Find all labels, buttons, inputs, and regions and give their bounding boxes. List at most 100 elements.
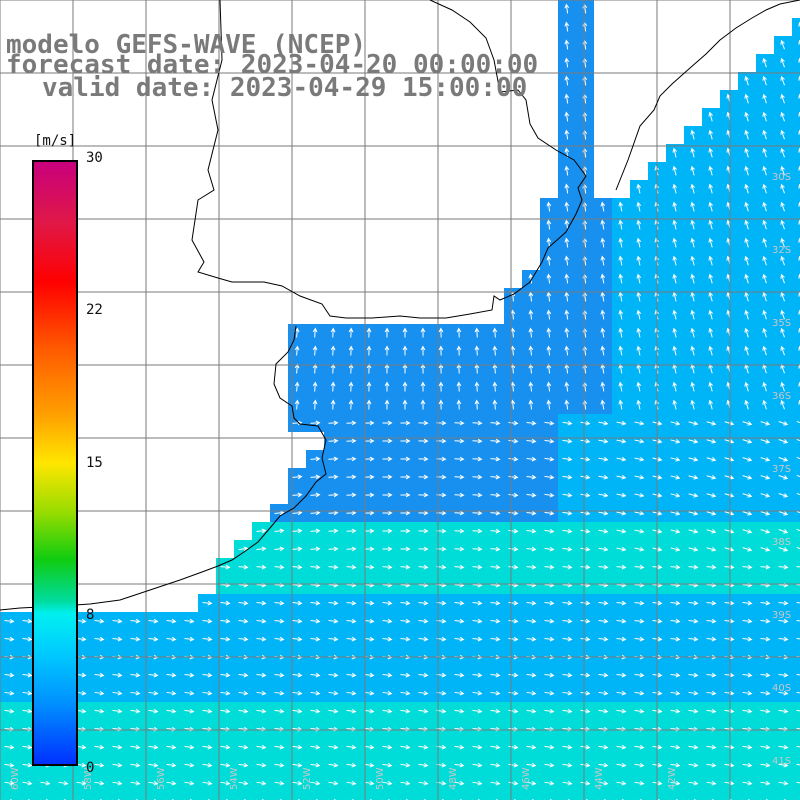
- wind-cell: [252, 792, 270, 800]
- wind-cell: [792, 486, 800, 504]
- wind-arrow: [256, 564, 267, 570]
- wind-arrow: [690, 183, 695, 194]
- wind-arrow: [760, 744, 771, 750]
- wind-arrow: [598, 564, 609, 570]
- wind-arrow: [238, 546, 249, 552]
- wind-arrow: [490, 456, 501, 462]
- wind-arrow: [94, 708, 105, 714]
- wind-arrow: [580, 744, 591, 750]
- wind-arrow: [706, 780, 717, 786]
- wind-arrow: [796, 709, 800, 712]
- wind-arrow: [366, 327, 372, 338]
- wind-arrow: [780, 111, 785, 122]
- wind-arrow: [346, 420, 357, 426]
- wind-cell: [756, 792, 774, 800]
- wind-arrow: [346, 618, 357, 624]
- wind-arrow: [544, 744, 555, 750]
- wind-arrow: [724, 564, 735, 570]
- wind-arrow: [742, 547, 753, 552]
- wind-arrow: [238, 564, 249, 570]
- wind-arrow: [706, 672, 717, 678]
- wind-arrow: [544, 708, 555, 714]
- wind-arrow: [544, 438, 555, 444]
- wind-arrow: [508, 636, 519, 642]
- wind-arrow: [670, 439, 681, 444]
- wind-arrow: [474, 327, 480, 338]
- wind-arrow: [742, 511, 753, 516]
- wind-arrow: [544, 600, 555, 606]
- wind-arrow: [148, 636, 159, 642]
- wind-arrow: [598, 672, 609, 678]
- wind-arrow: [454, 474, 465, 480]
- wind-arrow: [22, 780, 33, 786]
- wind-arrow: [742, 600, 753, 606]
- wind-arrow: [130, 762, 141, 768]
- wind-arrow: [256, 690, 267, 696]
- wind-arrow: [618, 327, 624, 338]
- wind-cell: [792, 180, 800, 198]
- wind-cell: [792, 270, 800, 288]
- wind-arrow: [690, 129, 695, 140]
- wind-cell: [126, 792, 144, 800]
- wind-arrow: [690, 291, 695, 302]
- wind-arrow: [292, 780, 303, 786]
- wind-arrow: [744, 327, 749, 338]
- wind-arrow: [600, 309, 606, 320]
- wind-arrow: [670, 762, 681, 768]
- wind-arrow: [562, 492, 573, 498]
- wind-arrow: [780, 381, 785, 392]
- wind-arrow: [420, 381, 426, 392]
- wind-arrow: [670, 457, 681, 462]
- wind-cell: [792, 18, 800, 36]
- lat-label: 35S: [772, 318, 791, 329]
- wind-arrow: [112, 636, 123, 642]
- wind-arrow: [598, 546, 609, 552]
- wind-arrow: [618, 255, 624, 266]
- wind-arrow: [472, 744, 483, 750]
- wind-arrow: [544, 456, 555, 462]
- wind-arrow: [526, 438, 537, 444]
- wind-arrow: [94, 762, 105, 768]
- wind-arrow: [744, 183, 749, 194]
- wind-arrow: [202, 762, 213, 768]
- wind-arrow: [364, 438, 375, 444]
- wind-arrow: [780, 201, 785, 212]
- wind-arrow: [130, 690, 141, 696]
- wind-arrow: [544, 672, 555, 678]
- wind-arrow: [724, 762, 735, 768]
- wind-arrow: [598, 636, 609, 642]
- wind-arrow: [402, 381, 408, 392]
- wind-arrow: [742, 421, 753, 426]
- wind-arrow: [508, 780, 519, 786]
- wind-arrow: [454, 672, 465, 678]
- wind-cell: [720, 792, 738, 800]
- wind-arrow: [526, 600, 537, 606]
- wind-arrow: [400, 744, 411, 750]
- wind-arrow: [220, 708, 231, 714]
- wind-arrow: [382, 438, 393, 444]
- wind-arrow: [744, 201, 749, 212]
- wind-arrow: [166, 708, 177, 714]
- wind-cell: [792, 378, 800, 396]
- wind-arrow: [454, 564, 465, 570]
- wind-arrow: [778, 439, 789, 444]
- wind-arrow: [364, 546, 375, 552]
- lat-label: 37S: [772, 464, 791, 475]
- wind-arrow: [618, 219, 624, 230]
- wind-arrow: [580, 546, 591, 552]
- wind-arrow: [762, 327, 767, 338]
- wind-arrow: [238, 636, 249, 642]
- wind-cell: [306, 792, 324, 800]
- wind-arrow: [724, 547, 735, 552]
- wind-cell: [792, 72, 800, 90]
- wind-arrow: [238, 762, 249, 768]
- wind-arrow: [778, 744, 789, 750]
- wind-arrow: [328, 708, 339, 714]
- wind-arrow: [366, 399, 372, 410]
- wind-arrow: [4, 618, 15, 624]
- wind-arrow: [618, 291, 624, 302]
- wind-arrow: [724, 690, 735, 696]
- wind-arrow: [724, 708, 735, 714]
- wind-arrow: [760, 672, 771, 678]
- wind-arrow: [796, 546, 800, 550]
